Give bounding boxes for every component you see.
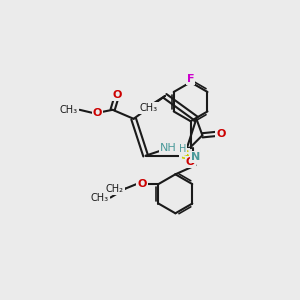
Text: CH₃: CH₃ — [140, 103, 158, 113]
Text: CH₃: CH₃ — [60, 105, 78, 115]
Text: O: O — [137, 179, 147, 189]
Text: N: N — [191, 152, 200, 162]
Text: O: O — [112, 90, 122, 100]
Text: F: F — [187, 74, 194, 84]
Text: O: O — [93, 108, 102, 118]
Text: O: O — [186, 157, 195, 167]
Text: NH: NH — [160, 143, 176, 153]
Text: H: H — [178, 144, 186, 154]
Text: CH₂: CH₂ — [106, 184, 124, 194]
Text: S: S — [180, 149, 189, 162]
Text: CH₃: CH₃ — [91, 193, 109, 202]
Text: O: O — [216, 129, 226, 139]
